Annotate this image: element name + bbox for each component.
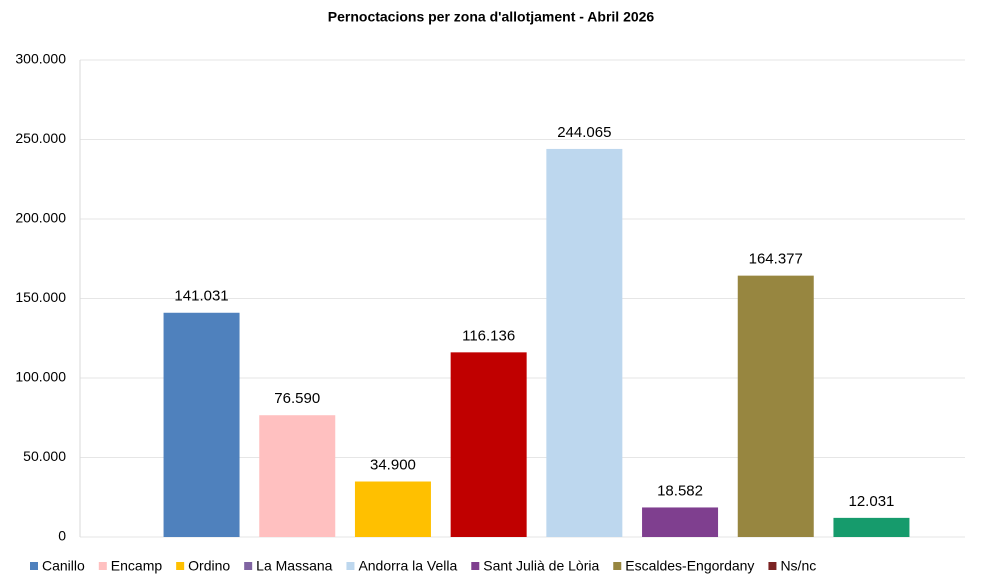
value-label: 34.900 xyxy=(370,456,416,473)
value-label: 244.065 xyxy=(557,124,611,141)
legend-swatch xyxy=(244,562,253,570)
legend-swatch xyxy=(98,562,107,570)
bar xyxy=(354,481,431,537)
value-label: 164.377 xyxy=(749,251,803,268)
value-label: 18.582 xyxy=(657,482,703,499)
value-label: 76.590 xyxy=(274,390,320,407)
y-tick-label: 0 xyxy=(58,528,66,544)
bar xyxy=(737,275,814,537)
value-label: 12.031 xyxy=(849,493,895,510)
value-label: 116.136 xyxy=(462,327,515,344)
legend-swatch xyxy=(30,562,38,570)
legend-label: La Massana xyxy=(256,558,332,574)
bar xyxy=(642,507,719,537)
legend-label: Andorra la Vella xyxy=(358,558,457,574)
bar xyxy=(450,352,527,537)
legend-swatch xyxy=(176,562,185,570)
value-label: 141.031 xyxy=(174,288,228,305)
bar xyxy=(259,415,336,537)
legend-swatch xyxy=(768,562,777,570)
chart-title: Pernoctacions per zona d'allotjament - A… xyxy=(328,9,655,25)
bar xyxy=(546,148,623,537)
y-tick-label: 200.000 xyxy=(15,210,66,226)
legend-label: Canillo xyxy=(42,558,85,574)
legend-label: Encamp xyxy=(111,558,163,574)
y-tick-label: 300.000 xyxy=(15,51,66,67)
legend-swatch xyxy=(346,562,355,570)
y-tick-label: 100.000 xyxy=(15,369,66,385)
bar xyxy=(163,312,240,537)
y-tick-label: 50.000 xyxy=(23,448,66,464)
legend-label: Ordino xyxy=(188,558,230,574)
bar xyxy=(833,517,910,537)
legend-label: Ns/nc xyxy=(780,558,816,574)
legend-label: Escaldes-Engordany xyxy=(625,558,754,574)
legend-swatch xyxy=(471,562,480,570)
y-tick-label: 250.000 xyxy=(15,130,66,146)
y-tick-label: 150.000 xyxy=(15,289,66,305)
legend-label: Sant Julià de Lòria xyxy=(483,558,599,574)
legend-swatch xyxy=(613,562,622,570)
